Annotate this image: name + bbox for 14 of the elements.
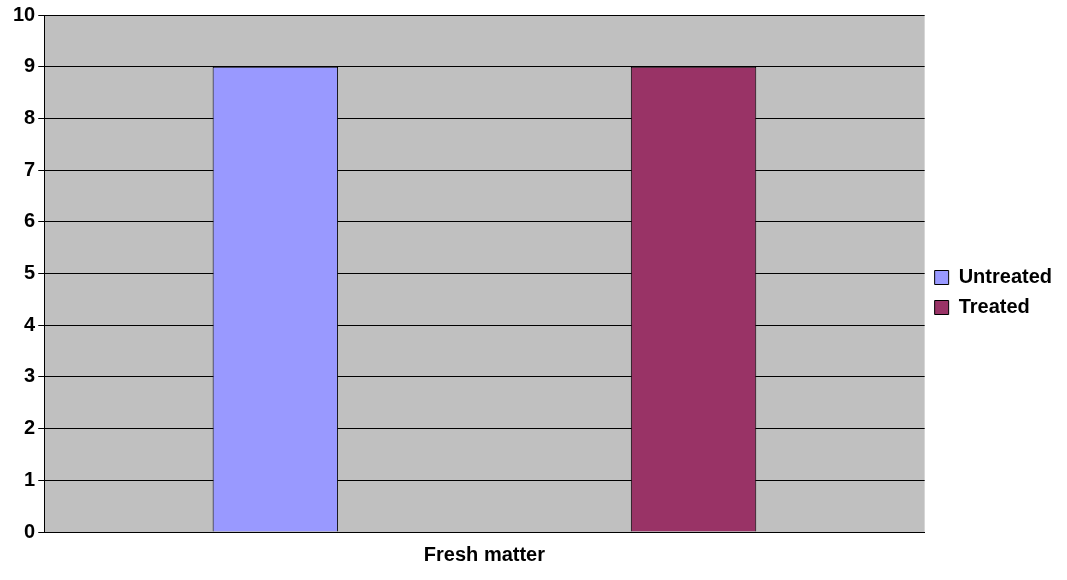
- y-tick-label: 7: [24, 157, 36, 180]
- y-tick-label: 10: [13, 2, 36, 25]
- y-tick-label: 2: [24, 416, 36, 439]
- y-tick-label: 0: [24, 519, 36, 542]
- y-tick-label: 6: [24, 209, 36, 232]
- x-tick-label: Fresh matter: [423, 542, 546, 565]
- y-tick-label: 4: [24, 312, 37, 335]
- y-tick-label: 3: [24, 364, 36, 387]
- legend-label: Treated: [958, 295, 1030, 318]
- y-tick-label: 9: [24, 54, 36, 77]
- y-tick-label: 1: [24, 467, 36, 490]
- legend-label: Untreated: [958, 265, 1053, 288]
- y-tick-label: 8: [24, 105, 36, 128]
- y-tick-label: 5: [24, 261, 36, 284]
